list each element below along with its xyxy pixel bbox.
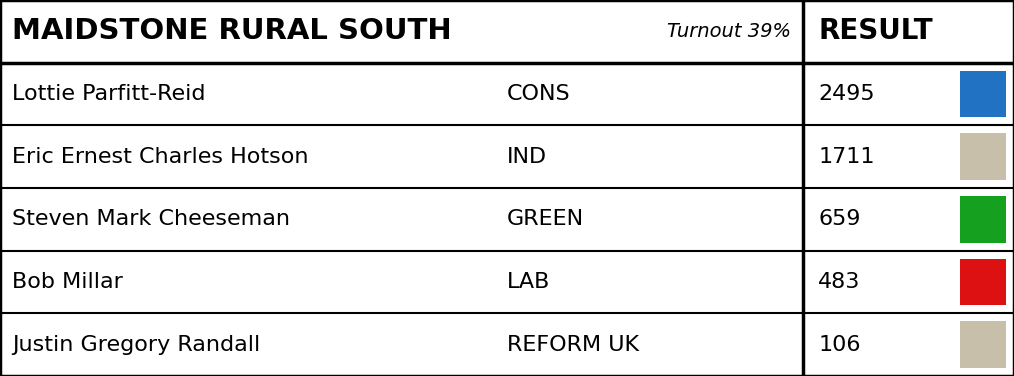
Text: LAB: LAB (507, 272, 551, 292)
Text: Steven Mark Cheeseman: Steven Mark Cheeseman (12, 209, 290, 229)
Bar (959, 196, 1006, 243)
Text: Turnout 39%: Turnout 39% (667, 22, 791, 41)
Text: Justin Gregory Randall: Justin Gregory Randall (12, 335, 261, 355)
Bar (959, 321, 1006, 368)
Text: IND: IND (507, 147, 548, 167)
Bar (959, 259, 1006, 305)
Bar (959, 133, 1006, 180)
Text: Bob Millar: Bob Millar (12, 272, 123, 292)
Text: 483: 483 (818, 272, 861, 292)
Text: 106: 106 (818, 335, 861, 355)
Text: 659: 659 (818, 209, 861, 229)
Text: Lottie Parfitt-Reid: Lottie Parfitt-Reid (12, 84, 206, 104)
Text: GREEN: GREEN (507, 209, 584, 229)
Text: CONS: CONS (507, 84, 571, 104)
Text: RESULT: RESULT (818, 17, 933, 45)
Text: Eric Ernest Charles Hotson: Eric Ernest Charles Hotson (12, 147, 308, 167)
Text: MAIDSTONE RURAL SOUTH: MAIDSTONE RURAL SOUTH (12, 17, 452, 45)
Text: REFORM UK: REFORM UK (507, 335, 639, 355)
Bar (959, 71, 1006, 117)
Text: 1711: 1711 (818, 147, 875, 167)
Text: 2495: 2495 (818, 84, 875, 104)
